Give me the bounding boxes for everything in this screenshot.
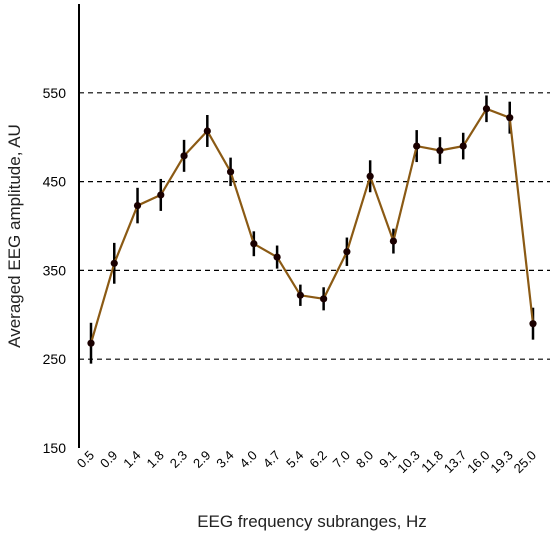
x-tick-label: 8.0 [353,448,376,471]
x-tick-label: 25.0 [511,448,540,477]
data-point [506,114,514,122]
data-point [389,237,398,245]
data-point [436,146,444,155]
data-point [180,152,188,160]
data-point [343,248,351,256]
x-tick-label: 19.3 [487,448,516,477]
data-point [157,191,165,199]
series-line [89,107,535,344]
x-tick-label: 4.7 [260,448,283,471]
data-point [226,168,235,176]
y-tick-labels: 150 250 350 450 550 [43,85,67,456]
x-tick-label: 1.8 [144,448,167,471]
data-point [296,291,304,299]
x-tick-label: 1.4 [120,448,143,471]
x-tick-label: 6.2 [306,448,329,471]
gridlines [79,92,550,360]
x-tick-label: 2.3 [167,448,190,471]
data-point [87,339,95,347]
error-bars [89,95,535,364]
x-axis-title: EEG frequency subranges, Hz [197,512,427,531]
x-tick-label: 2.9 [190,448,213,471]
y-tick-label: 350 [43,262,67,278]
data-point [273,253,281,261]
x-tick-label: 16.0 [464,448,493,477]
x-tick-label: 5.4 [283,448,306,471]
data-point [482,105,491,113]
x-tick-label: 0.9 [97,448,120,471]
data-point [413,142,421,150]
data-point [320,295,328,303]
data-points [87,105,537,347]
y-axis-title: Averaged EEG amplitude, AU [5,124,24,348]
data-point [203,127,211,135]
y-tick-label: 150 [43,440,67,456]
x-tick-label: 10.3 [394,448,423,477]
data-point [250,240,258,248]
x-tick-label: 3.4 [213,448,236,471]
data-point [110,259,118,267]
y-tick-label: 550 [43,85,67,101]
x-tick-label: 7.0 [330,448,353,471]
x-tick-labels: 0.5 0.9 1.4 1.8 2.3 2.9 3.4 4.0 4.7 5.4 6.2 7.0 8.0 9… [74,448,539,477]
data-point [459,142,467,150]
data-point [133,201,142,210]
y-tick-label: 450 [43,174,67,190]
y-tick-label: 250 [43,351,67,367]
data-point [529,320,537,328]
x-tick-label: 4.0 [237,448,260,471]
x-tick-label: 0.5 [74,448,97,471]
data-point [366,172,374,180]
x-tick-label: 13.7 [441,448,470,477]
x-tick-label: 11.8 [418,448,446,476]
